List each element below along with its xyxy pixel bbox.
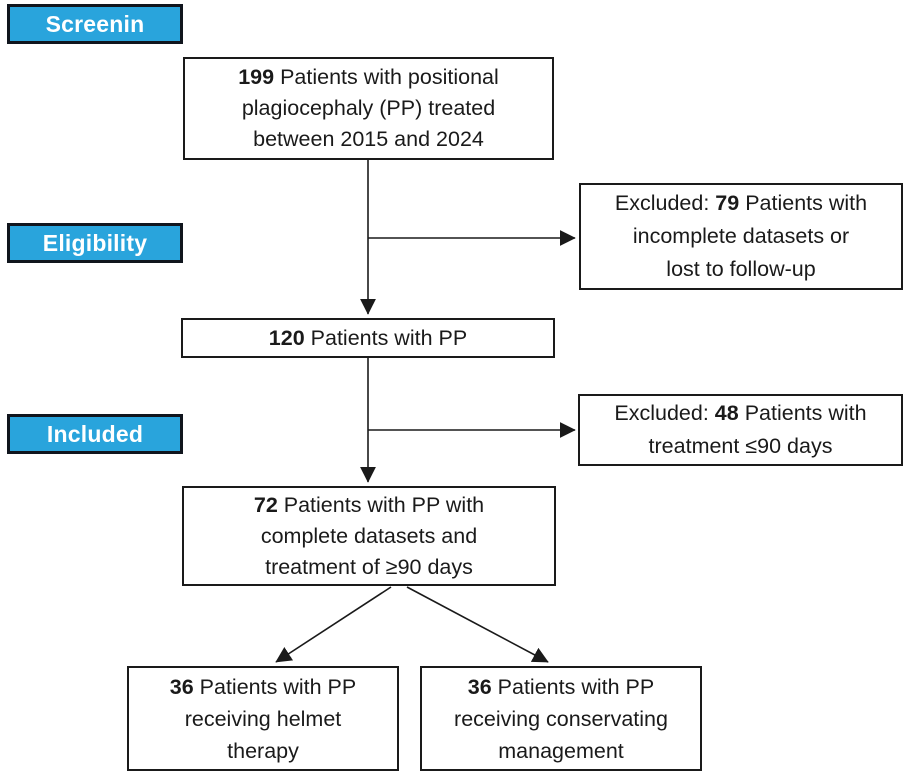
stage-label-eligibility: Eligibility [7,223,183,263]
box-screened-line1-text: Patients with positional [274,65,499,89]
box-excluded-eligibility: Excluded: 79 Patients with incomplete da… [579,183,903,290]
arrow-included-to-helmet [275,586,392,663]
box-conservative-management: 36 Patients with PP receiving conservati… [420,666,702,771]
box-included: 72 Patients with PP with complete datase… [182,486,556,586]
box-excluded-included: Excluded: 48 Patients with treatment ≤90… [578,394,903,466]
box-screened-count: 199 [238,65,275,89]
box-conservative-management-line1-text: Patients with PP [491,674,655,699]
box-helmet-therapy-line3: therapy [227,738,299,763]
box-excluded-included-line2: treatment ≤90 days [648,434,833,458]
box-excluded-included-line1-text: Patients with [738,401,867,425]
box-excluded-included-count: 48 [714,401,739,425]
box-helmet-therapy-count: 36 [169,674,194,699]
box-included-line1: 72 Patients with PP with [254,490,484,521]
box-included-line3: treatment of ≥90 days [265,554,473,579]
box-excluded-eligibility-line1: Excluded: 79 Patients with [615,187,867,220]
box-helmet-therapy-line2: receiving helmet [184,706,342,731]
box-conservative-management-line1: 36 Patients with PP [468,671,654,703]
box-screened-line3: between 2015 and 2024 [253,127,484,151]
stage-label-screening: Screenin [7,4,183,44]
box-screened: 199 Patients with positional plagiocepha… [183,57,554,160]
box-excluded-eligibility-line3: lost to follow-up [666,257,816,281]
box-eligible-count: 120 [268,325,305,350]
box-excluded-included-line1: Excluded: 48 Patients with [614,397,866,430]
box-conservative-management-line2: receiving conservating [454,706,668,731]
stage-label-included: Included [7,414,183,454]
box-excluded-eligibility-count: 79 [715,191,740,215]
box-helmet-therapy-line1-text: Patients with PP [193,674,357,699]
box-conservative-management-count: 36 [467,674,492,699]
box-screened-line1: 199 Patients with positional [238,62,499,93]
box-screened-line2: plagiocephaly (PP) treated [241,96,496,120]
stage-label-included-text: Included [46,420,144,447]
stage-label-eligibility-text: Eligibility [42,229,148,256]
box-excluded-eligibility-prefix: Excluded: [614,191,716,215]
box-excluded-eligibility-line1-text: Patients with [739,191,868,215]
box-eligible-line1: 120 Patients with PP [269,323,467,354]
stage-label-screening-text: Screenin [45,10,145,37]
box-helmet-therapy-line1: 36 Patients with PP [170,671,356,703]
box-eligible: 120 Patients with PP [181,318,555,358]
box-conservative-management-line3: management [498,738,624,763]
box-eligible-line1-text: Patients with PP [304,325,468,350]
box-helmet-therapy: 36 Patients with PP receiving helmet the… [127,666,399,771]
box-included-line2: complete datasets and [260,523,478,548]
box-excluded-included-prefix: Excluded: [614,401,715,425]
box-included-line1-text: Patients with PP with [277,492,485,517]
arrow-included-to-conservative [406,586,549,663]
box-included-count: 72 [253,492,278,517]
box-excluded-eligibility-line2: incomplete datasets or [632,224,850,248]
